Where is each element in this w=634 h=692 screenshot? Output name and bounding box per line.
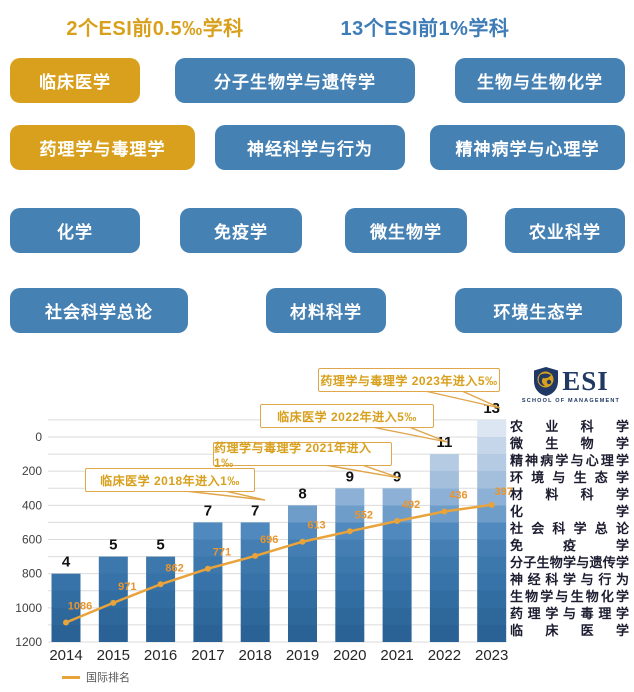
chart-legend: 国际排名 (62, 669, 130, 685)
svg-text:11: 11 (436, 434, 452, 451)
esi-logo: ESI SCHOOL OF MANAGEMENT (514, 366, 628, 404)
svg-text:2015: 2015 (97, 647, 130, 664)
annotation-callout-2023: 药理学与毒理学 2023年进入5‰ (318, 368, 500, 392)
svg-text:1000: 1000 (15, 601, 42, 615)
svg-text:2020: 2020 (333, 647, 366, 664)
esi-discipline-list: 农业科学 微生物学 精神病学与心理学 环境与生态学 材料科学 化学 社会科学总论… (510, 418, 629, 639)
svg-text:200: 200 (22, 464, 42, 478)
subject-chip-agricultural-science: 农业科学 (505, 208, 625, 253)
subject-chip-biology-biochemistry: 生物与生物化学 (455, 58, 625, 103)
subject-chip-psychiatry-psychology: 精神病学与心理学 (430, 125, 625, 170)
esi-logo-subtitle: SCHOOL OF MANAGEMENT (521, 398, 621, 404)
svg-text:2021: 2021 (380, 647, 413, 664)
annotation-callout-2018: 临床医学 2018年进入1‰ (85, 468, 255, 492)
svg-text:8: 8 (298, 485, 306, 502)
list-item: 农业科学 (510, 419, 629, 434)
svg-text:0: 0 (35, 430, 42, 444)
esi-logo-text: ESI (562, 366, 609, 396)
subject-chip-materials-science: 材料科学 (266, 288, 386, 333)
svg-text:1200: 1200 (15, 635, 42, 649)
subject-chip-immunology: 免疫学 (180, 208, 302, 253)
svg-text:2018: 2018 (239, 647, 272, 664)
subject-chip-social-sciences-general: 社会科学总论 (10, 288, 188, 333)
svg-text:2014: 2014 (49, 647, 82, 664)
annotation-callout-2021: 药理学与毒理学 2021年进入1‰ (213, 441, 392, 470)
svg-text:771: 771 (213, 547, 231, 559)
header-top-0p5-permille: 2个ESI前0.5‰学科 (66, 18, 244, 40)
subject-chip-environment-ecology: 环境生态学 (455, 288, 622, 333)
subject-chip-pharmacology-toxicology: 药理学与毒理学 (10, 125, 195, 170)
list-item: 化学 (510, 504, 629, 519)
svg-text:492: 492 (402, 499, 420, 511)
svg-text:9: 9 (346, 468, 354, 485)
esi-trend-chart: 0200400600800100012004557789911132014201… (15, 390, 513, 664)
svg-text:436: 436 (449, 489, 467, 501)
header-top-1-percent: 13个ESI前1%学科 (340, 18, 510, 40)
svg-text:552: 552 (355, 509, 373, 521)
svg-text:4: 4 (62, 554, 71, 571)
subject-chip-molecular-biology-genetics: 分子生物学与遗传学 (175, 58, 415, 103)
list-item: 临床医学 (510, 623, 629, 638)
list-item: 环境与生态学 (510, 470, 629, 485)
subject-chip-chemistry: 化学 (10, 208, 140, 253)
svg-text:862: 862 (165, 562, 183, 574)
svg-text:800: 800 (22, 567, 42, 581)
legend-line-marker (62, 675, 80, 679)
svg-text:600: 600 (22, 533, 42, 547)
esi-shield-icon (534, 367, 559, 396)
list-item: 生物学与生物化学 (510, 589, 629, 604)
list-item: 微生物学 (510, 436, 629, 451)
subject-chip-clinical-medicine: 临床医学 (10, 58, 140, 103)
list-item: 免疫学 (510, 538, 629, 553)
list-item: 社会科学总论 (510, 521, 629, 536)
svg-text:971: 971 (118, 581, 136, 593)
svg-text:696: 696 (260, 534, 278, 546)
svg-text:5: 5 (156, 537, 164, 554)
list-item: 材料科学 (510, 487, 629, 502)
svg-text:400: 400 (22, 498, 42, 512)
list-item: 药理学与毒理学 (510, 606, 629, 621)
annotation-callout-2022: 临床医学 2022年进入5‰ (260, 404, 434, 428)
svg-text:2023: 2023 (475, 647, 508, 664)
svg-text:5: 5 (109, 537, 117, 554)
list-item: 神经科学与行为 (510, 572, 629, 587)
svg-text:2022: 2022 (428, 647, 461, 664)
svg-text:7: 7 (204, 502, 212, 519)
subject-chip-neuroscience-behavior: 神经科学与行为 (215, 125, 405, 170)
svg-text:2017: 2017 (191, 647, 224, 664)
svg-text:397: 397 (495, 486, 513, 498)
list-item: 精神病学与心理学 (510, 453, 629, 468)
list-item: 分子生物学与遗传学 (510, 555, 629, 570)
svg-text:2019: 2019 (286, 647, 319, 664)
legend-label: 国际排名 (86, 672, 130, 684)
svg-text:7: 7 (251, 502, 259, 519)
svg-text:1086: 1086 (68, 601, 92, 613)
subject-chip-microbiology: 微生物学 (345, 208, 467, 253)
svg-text:2016: 2016 (144, 647, 177, 664)
svg-text:613: 613 (307, 520, 325, 532)
